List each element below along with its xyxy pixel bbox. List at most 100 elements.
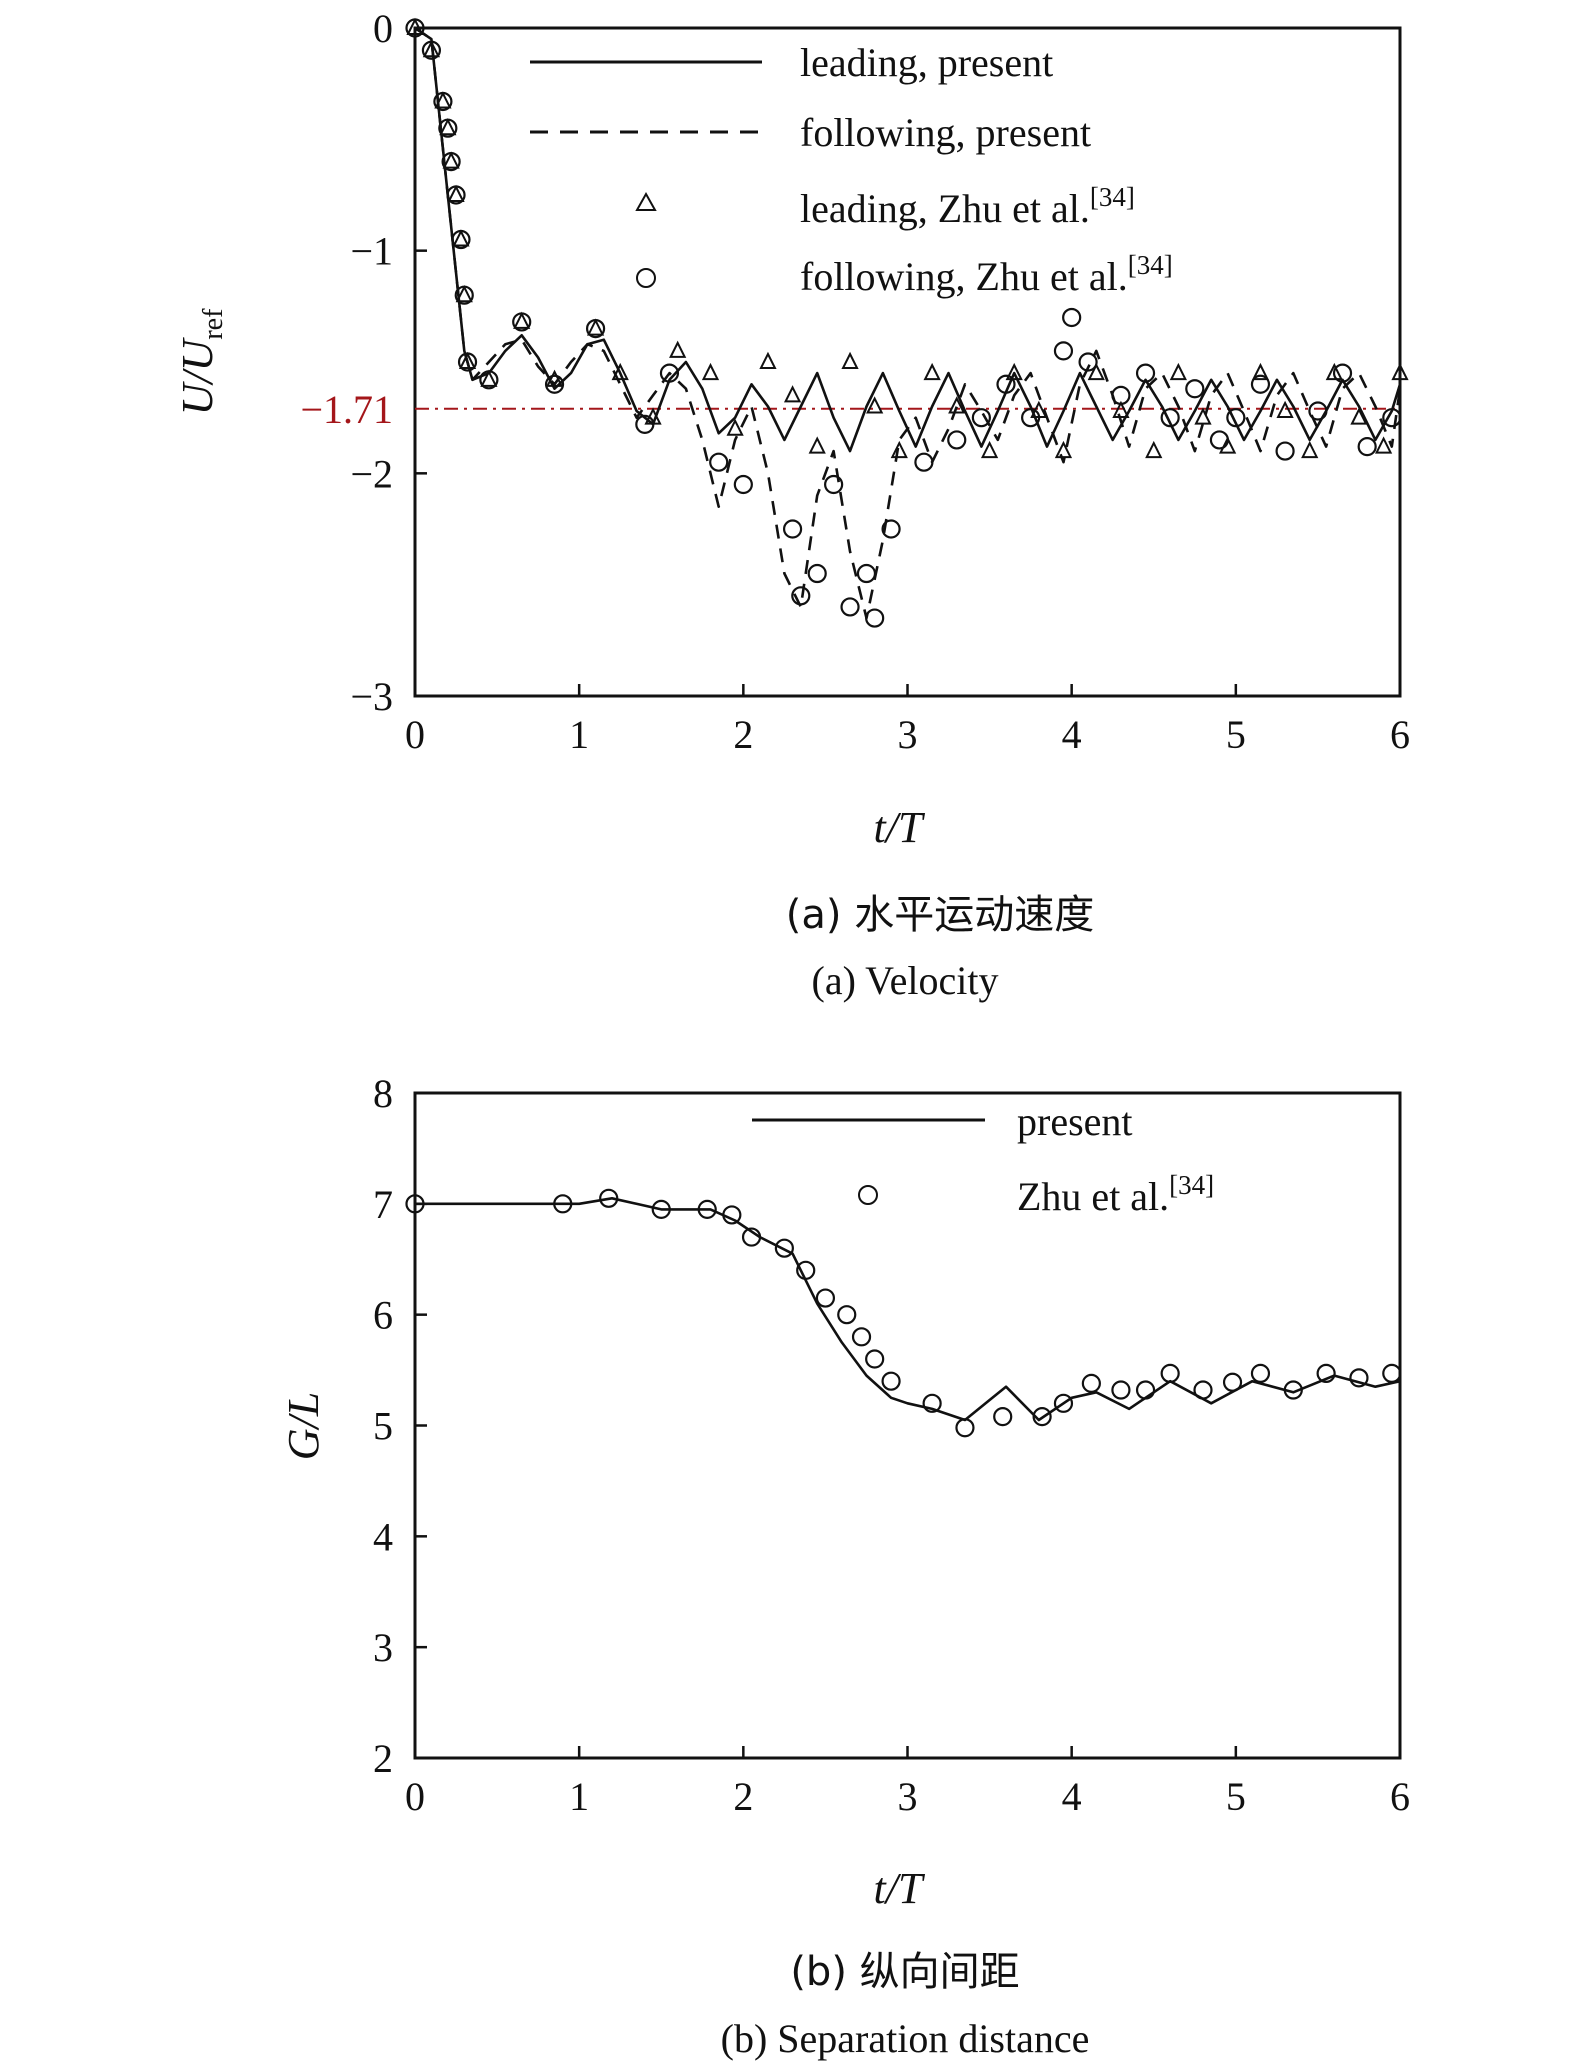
data-point-triangle <box>434 91 452 109</box>
data-point-circle <box>1209 430 1230 450</box>
data-point-circle <box>741 1227 762 1247</box>
x-tick-label: 3 <box>898 712 918 757</box>
data-point-triangle <box>841 351 859 369</box>
data-point-circle <box>1021 408 1041 428</box>
data-point-circle <box>709 452 729 472</box>
panel-a-legend: leading, present following, present lead… <box>530 40 1173 299</box>
data-point-circle <box>856 563 877 584</box>
data-point-triangle <box>586 318 605 336</box>
x-tick-label: 5 <box>1226 712 1246 757</box>
panel-b-series-group <box>405 1188 1402 1438</box>
legend-label-following-zhu: following, Zhu et al.[34] <box>800 250 1173 299</box>
data-point-circle <box>1032 1407 1052 1427</box>
data-point-triangle <box>422 40 441 58</box>
y-tick-label: −1 <box>350 229 393 274</box>
legend-label-zhu: Zhu et al.[34] <box>1017 1170 1214 1219</box>
legend-swatch-following-zhu <box>636 268 656 288</box>
data-point-circle <box>1053 341 1074 361</box>
panel-b-separation-chart: 0 1 2 3 4 5 6 2 3 4 5 6 7 8 present Zhu et al.[34] G… <box>279 1071 1410 2061</box>
data-point-circle <box>722 1205 742 1225</box>
data-point-triangle <box>1325 362 1343 381</box>
data-point-circle <box>1250 1363 1271 1384</box>
y-tick-label: 2 <box>373 1736 393 1781</box>
data-point-circle <box>441 152 461 172</box>
panel-a-caption-cn: (a) 水平运动速度 <box>786 892 1094 938</box>
data-point-triangle <box>439 117 457 136</box>
data-point-triangle <box>1169 362 1187 381</box>
panel-a-y-axis-title: U/Uref <box>173 308 229 416</box>
x-tick-label: 0 <box>405 712 425 757</box>
panel-a-x-axis-title: t/T <box>874 803 926 852</box>
data-point-circle <box>796 1260 816 1280</box>
data-point-circle <box>544 374 565 394</box>
y-tick-label: 0 <box>373 6 393 51</box>
data-point-circle <box>1275 441 1295 461</box>
data-point-triangle <box>669 340 687 358</box>
data-point-circle <box>865 608 885 628</box>
legend-swatch-leading-zhu <box>635 191 657 211</box>
data-point-circle <box>955 1418 975 1438</box>
data-point-circle <box>438 118 458 138</box>
data-point-circle <box>1349 1368 1369 1388</box>
data-point-triangle <box>980 440 999 459</box>
data-point-circle <box>782 519 803 539</box>
data-point-circle <box>1382 1363 1402 1384</box>
data-point-triangle <box>1054 440 1073 459</box>
data-point-circle <box>1222 1372 1243 1392</box>
y-tick-label: 5 <box>373 1404 393 1449</box>
y-tick-label: 7 <box>373 1182 393 1227</box>
x-tick-label: 2 <box>733 1774 753 1819</box>
data-point-circle <box>733 474 753 495</box>
data-point-circle <box>807 563 827 584</box>
data-point-circle <box>1135 1380 1156 1400</box>
panel-b-legend: present Zhu et al.[34] <box>752 1099 1214 1219</box>
data-point-circle <box>1160 1363 1180 1384</box>
data-point-circle <box>1193 1380 1213 1400</box>
legend-label-zhu-ref: [34] <box>1169 1170 1214 1200</box>
data-point-triangle <box>759 351 777 369</box>
panel-b-y-ticks: 2 3 4 5 6 7 8 <box>373 1071 427 1781</box>
data-point-triangle <box>701 362 720 381</box>
data-point-triangle <box>1276 400 1294 418</box>
legend-label-leading-zhu-text: leading, Zhu et al. <box>800 186 1090 231</box>
data-point-circle <box>1308 401 1328 421</box>
data-point-circle <box>851 1327 872 1347</box>
data-point-triangle <box>1374 436 1393 454</box>
data-point-circle <box>1062 307 1082 328</box>
x-tick-label: 2 <box>733 712 753 757</box>
data-point-triangle <box>1112 400 1130 418</box>
data-point-circle <box>824 474 844 495</box>
data-point-circle <box>635 414 655 434</box>
panel-a-series-group <box>405 17 1409 628</box>
data-point-triangle <box>1219 436 1237 454</box>
data-point-circle <box>457 352 478 372</box>
series-line-a-1 <box>414 26 1402 620</box>
data-point-triangle <box>890 440 908 459</box>
data-point-circle <box>512 312 532 332</box>
data-point-circle <box>1135 363 1156 383</box>
y-tick-label: −2 <box>350 451 393 496</box>
legend-label-leading-zhu-ref: [34] <box>1090 182 1135 212</box>
panel-a-y-ticks: 0 −1 −2 −3 <box>350 6 427 719</box>
data-point-triangle <box>1251 362 1270 381</box>
legend-label-present: present <box>1017 1099 1133 1144</box>
legend-label-leading-zhu: leading, Zhu et al.[34] <box>800 182 1135 231</box>
data-point-circle <box>599 1188 619 1208</box>
data-point-triangle <box>513 311 531 329</box>
data-point-triangle <box>442 151 460 169</box>
data-point-triangle <box>1391 362 1409 381</box>
x-tick-label: 6 <box>1390 1774 1410 1819</box>
data-point-circle <box>451 229 471 250</box>
x-tick-label: 5 <box>1226 1774 1246 1819</box>
data-point-circle <box>881 1371 901 1391</box>
data-point-circle <box>881 519 901 539</box>
x-tick-label: 0 <box>405 1774 425 1819</box>
data-point-circle <box>840 597 860 617</box>
legend-swatch-zhu <box>858 1185 878 1205</box>
legend-label-leading-present: leading, present <box>800 40 1053 85</box>
data-point-triangle <box>611 362 629 381</box>
legend-label-following-zhu-ref: [34] <box>1128 250 1173 280</box>
data-point-circle <box>1078 352 1098 372</box>
y-tick-label: 6 <box>373 1293 393 1338</box>
panel-a-y-axis-title-sub: ref <box>198 308 229 340</box>
